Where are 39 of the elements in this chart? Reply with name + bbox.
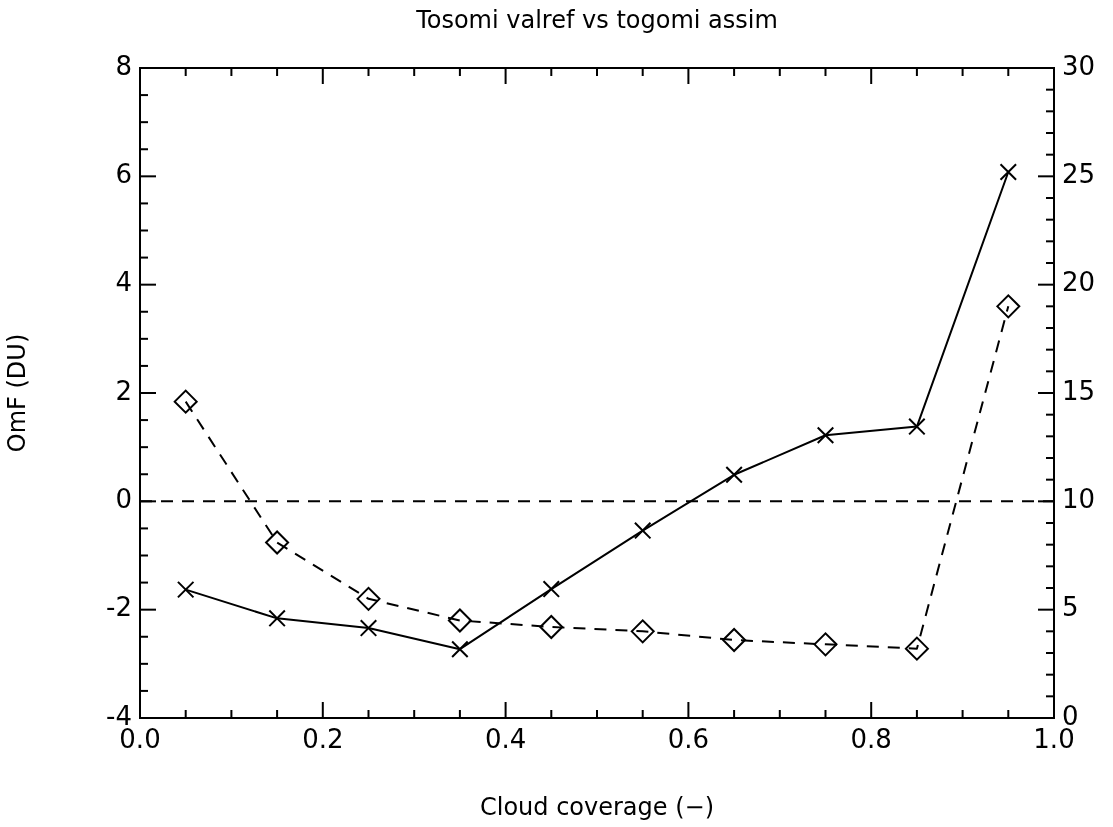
point — [999, 163, 1018, 181]
point — [722, 628, 747, 652]
y-tick-label: 6 — [115, 159, 132, 190]
y2-tick-label: 30 — [1062, 50, 1096, 81]
y-tick-label: 4 — [115, 267, 132, 298]
point — [996, 294, 1021, 319]
point — [173, 389, 198, 414]
y2-tick-label: 10 — [1062, 484, 1096, 515]
x-tick-label: 0.8 — [850, 724, 892, 755]
x-tick-label: 0.6 — [667, 724, 710, 755]
point — [447, 608, 472, 633]
point — [542, 580, 561, 598]
point — [633, 521, 652, 540]
x-tick-label: 0.4 — [484, 724, 527, 755]
point — [630, 619, 655, 644]
y-tick-label: -2 — [106, 592, 132, 623]
y2-tick-label: 15 — [1062, 375, 1096, 406]
y-tick-label: 8 — [115, 50, 132, 81]
y-tick-label: 0 — [115, 484, 132, 515]
point — [359, 619, 378, 637]
point — [268, 609, 286, 628]
point — [725, 466, 743, 484]
y2-tick-label: 5 — [1062, 592, 1079, 623]
point — [176, 580, 195, 599]
x-axis-title: Cloud coverage (−) — [479, 792, 715, 821]
y2-tick-label: 20 — [1062, 267, 1096, 298]
y-tick-label: 2 — [115, 375, 132, 406]
point — [816, 426, 835, 445]
point — [813, 632, 838, 657]
x-tick-label: 0.2 — [302, 724, 344, 755]
chart-title: Tosomi valref vs togomi assim — [415, 6, 778, 35]
y-axis-title: OmF (DU) — [2, 333, 31, 453]
point — [904, 636, 929, 661]
point — [356, 586, 381, 611]
point — [539, 615, 564, 639]
point — [908, 417, 926, 436]
y2-tick-label: 25 — [1062, 159, 1096, 190]
point — [451, 640, 469, 658]
point — [265, 530, 290, 555]
